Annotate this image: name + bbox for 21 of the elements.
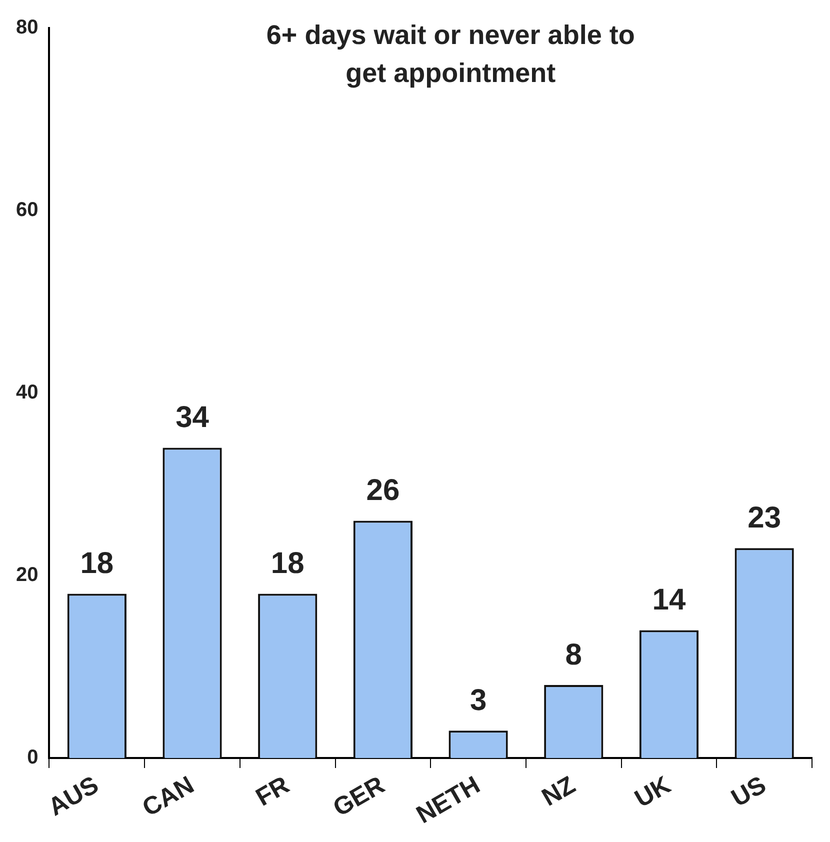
data-label: 3: [470, 684, 487, 717]
x-tick-label: US: [726, 770, 771, 813]
y-tick-label: 80: [16, 16, 38, 39]
data-label: 14: [652, 584, 686, 617]
data-label: 34: [176, 401, 210, 434]
data-label: 8: [565, 638, 582, 672]
x-tick-label: CAN: [138, 770, 199, 822]
y-tick-label: 40: [16, 382, 38, 404]
x-tick-label: UK: [630, 770, 676, 814]
data-label: 23: [748, 501, 782, 534]
x-tick-label: NZ: [537, 770, 580, 812]
y-tick-label: 20: [16, 564, 38, 586]
y-tick-label: 60: [16, 199, 38, 222]
x-tick-label: FR: [251, 770, 294, 812]
data-label: 18: [270, 547, 304, 580]
x-tick-label: GER: [328, 770, 390, 822]
y-tick-label: 0: [27, 746, 38, 769]
x-tick-label: AUS: [44, 770, 104, 822]
data-label: 26: [366, 474, 400, 508]
data-label: 18: [80, 547, 114, 580]
chart-title: 6+ days wait or never able to get appointment: [266, 20, 635, 88]
